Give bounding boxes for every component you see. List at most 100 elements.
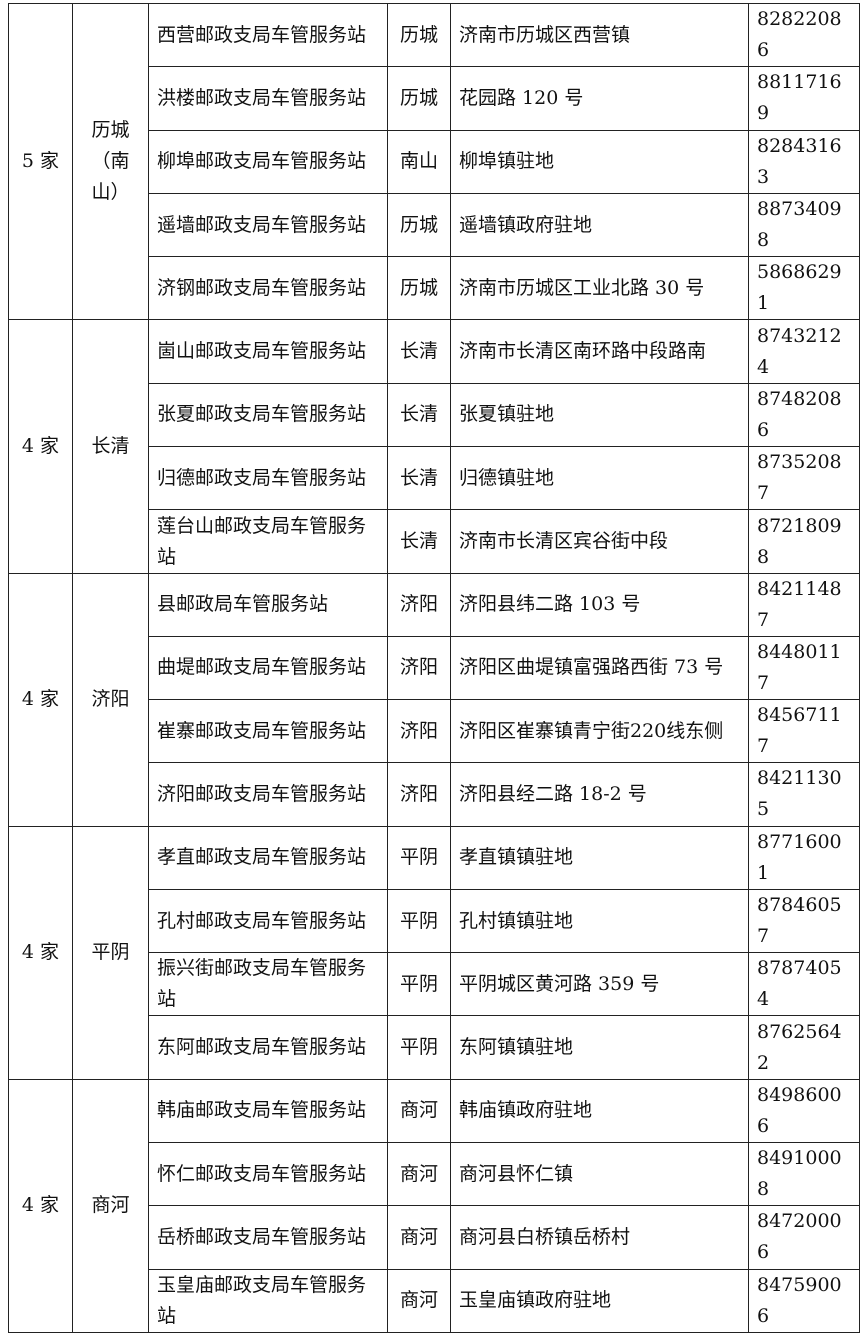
name-cell: 玉皇庙邮政支局车管服务站 <box>148 1268 388 1333</box>
table-row: 柳埠邮政支局车管服务站 南山 柳埠镇驻地 82843163 <box>9 129 860 194</box>
table-row: 张夏邮政支局车管服务站 长清 张夏镇驻地 87482086 <box>9 382 860 448</box>
address-cell: 柳埠镇驻地 <box>450 129 749 194</box>
area-cell: 商河 <box>387 1205 451 1270</box>
table-row: 崔寨邮政支局车管服务站 济阳 济阳区崔寨镇青宁街220线东侧 84567117 <box>9 698 860 764</box>
table-row: 洪楼邮政支局车管服务站 历城 花园路 120 号 88117169 <box>9 66 860 131</box>
area-cell: 长清 <box>387 382 451 448</box>
name-cell: 崔寨邮政支局车管服务站 <box>148 698 388 764</box>
area-cell: 商河 <box>387 1142 451 1207</box>
phone-cell: 87874054 <box>748 952 860 1017</box>
phone-cell: 84211305 <box>748 762 860 827</box>
name-cell: 济钢邮政支局车管服务站 <box>148 256 388 321</box>
name-cell: 柳埠邮政支局车管服务站 <box>148 129 388 194</box>
area-cell: 济阳 <box>387 635 451 700</box>
address-cell: 遥墙镇政府驻地 <box>450 192 749 258</box>
address-cell: 济阳县经二路 18-2 号 <box>450 762 749 827</box>
table-row: 岳桥邮政支局车管服务站 商河 商河县白桥镇岳桥村 84720006 <box>9 1205 860 1270</box>
stations-table: 5 家历城（南山） 西营邮政支局车管服务站 历城 济南市历城区西营镇 82822086 洪… <box>8 2 860 1333</box>
area-cell: 商河 <box>387 1268 451 1333</box>
phone-cell: 84986006 <box>748 1078 860 1144</box>
area-cell: 历城 <box>387 66 451 131</box>
name-cell: 洪楼邮政支局车管服务站 <box>148 66 388 131</box>
area-cell: 历城 <box>387 256 451 321</box>
area-cell: 平阴 <box>387 825 451 890</box>
phone-cell: 84759006 <box>748 1268 860 1333</box>
area-cell: 平阴 <box>387 888 451 954</box>
name-cell: 东阿邮政支局车管服务站 <box>148 1015 388 1080</box>
phone-cell: 82843163 <box>748 129 860 194</box>
area-cell: 长清 <box>387 509 451 574</box>
area-cell: 济阳 <box>387 572 451 637</box>
table-row: 怀仁邮政支局车管服务站 商河 商河县怀仁镇 84910008 <box>9 1142 860 1207</box>
area-cell: 历城 <box>387 192 451 258</box>
area-cell: 商河 <box>387 1078 451 1144</box>
name-cell: 振兴街邮政支局车管服务站 <box>148 952 388 1017</box>
phone-cell: 84910008 <box>748 1142 860 1207</box>
name-cell: 怀仁邮政支局车管服务站 <box>148 1142 388 1207</box>
name-cell: 归德邮政支局车管服务站 <box>148 446 388 511</box>
count-cell: 4 家 <box>8 825 73 1080</box>
name-cell: 曲堤邮政支局车管服务站 <box>148 635 388 700</box>
region-cell: 历城（南山） <box>72 2 149 321</box>
table-row: 4 家长清 崮山邮政支局车管服务站 长清 济南市长清区南环路中段路南 87432124 <box>8 319 860 574</box>
address-cell: 济南市历城区工业北路 30 号 <box>450 256 749 321</box>
table-row: 济钢邮政支局车管服务站 历城 济南市历城区工业北路 30 号 58686291 <box>9 256 860 321</box>
name-cell: 莲台山邮政支局车管服务站 <box>148 509 388 574</box>
table-row: 济阳邮政支局车管服务站 济阳 济阳县经二路 18-2 号 84211305 <box>9 762 860 827</box>
table-row: 振兴街邮政支局车管服务站 平阴 平阴城区黄河路 359 号 87874054 <box>9 952 860 1017</box>
address-cell: 济南市历城区西营镇 <box>450 2 749 68</box>
area-cell: 平阴 <box>387 952 451 1017</box>
name-cell: 济阳邮政支局车管服务站 <box>148 762 388 827</box>
table-row: 莲台山邮政支局车管服务站 长清 济南市长清区宾谷街中段 87218098 <box>9 509 860 574</box>
name-cell: 县邮政局车管服务站 <box>148 572 388 637</box>
table-row: 遥墙邮政支局车管服务站 历城 遥墙镇政府驻地 88734098 <box>9 192 860 258</box>
name-cell: 遥墙邮政支局车管服务站 <box>148 192 388 258</box>
phone-cell: 87716001 <box>748 825 860 890</box>
address-cell: 平阴城区黄河路 359 号 <box>450 952 749 1017</box>
table-row: 4 家平阴 孝直邮政支局车管服务站 平阴 孝直镇镇驻地 87716001 <box>8 825 860 1080</box>
name-cell: 岳桥邮政支局车管服务站 <box>148 1205 388 1270</box>
region-cell: 济阳 <box>72 572 149 827</box>
phone-cell: 87482086 <box>748 382 860 448</box>
area-cell: 平阴 <box>387 1015 451 1080</box>
phone-cell: 87218098 <box>748 509 860 574</box>
phone-cell: 84211487 <box>748 572 860 637</box>
area-cell: 长清 <box>387 319 451 384</box>
address-cell: 张夏镇驻地 <box>450 382 749 448</box>
phone-cell: 87432124 <box>748 319 860 384</box>
table-row: 曲堤邮政支局车管服务站 济阳 济阳区曲堤镇富强路西街 73 号 84480117 <box>9 635 860 700</box>
name-cell: 崮山邮政支局车管服务站 <box>148 319 388 384</box>
phone-cell: 88734098 <box>748 192 860 258</box>
address-cell: 花园路 120 号 <box>450 66 749 131</box>
name-cell: 韩庙邮政支局车管服务站 <box>148 1078 388 1144</box>
area-cell: 长清 <box>387 446 451 511</box>
phone-cell: 58686291 <box>748 256 860 321</box>
phone-cell: 84567117 <box>748 698 860 764</box>
address-cell: 济阳县纬二路 103 号 <box>450 572 749 637</box>
name-cell: 孝直邮政支局车管服务站 <box>148 825 388 890</box>
region-cell: 平阴 <box>72 825 149 1080</box>
address-cell: 济南市长清区南环路中段路南 <box>450 319 749 384</box>
phone-cell: 87352087 <box>748 446 860 511</box>
phone-cell: 87625642 <box>748 1015 860 1080</box>
phone-cell: 82822086 <box>748 2 860 68</box>
address-cell: 东阿镇镇驻地 <box>450 1015 749 1080</box>
area-cell: 南山 <box>387 129 451 194</box>
address-cell: 济南市长清区宾谷街中段 <box>450 509 749 574</box>
area-cell: 历城 <box>387 2 451 68</box>
count-cell: 5 家 <box>8 2 73 321</box>
count-cell: 4 家 <box>8 1078 73 1333</box>
address-cell: 韩庙镇政府驻地 <box>450 1078 749 1144</box>
table-row: 4 家济阳 县邮政局车管服务站 济阳 济阳县纬二路 103 号 84211487 <box>8 572 860 827</box>
address-cell: 归德镇驻地 <box>450 446 749 511</box>
count-cell: 4 家 <box>8 319 73 574</box>
table-row: 孔村邮政支局车管服务站 平阴 孔村镇镇驻地 87846057 <box>9 888 860 954</box>
count-cell: 4 家 <box>8 572 73 827</box>
phone-cell: 84480117 <box>748 635 860 700</box>
address-cell: 商河县怀仁镇 <box>450 1142 749 1207</box>
phone-cell: 87846057 <box>748 888 860 954</box>
address-cell: 孔村镇镇驻地 <box>450 888 749 954</box>
table-row: 归德邮政支局车管服务站 长清 归德镇驻地 87352087 <box>9 446 860 511</box>
name-cell: 西营邮政支局车管服务站 <box>148 2 388 68</box>
